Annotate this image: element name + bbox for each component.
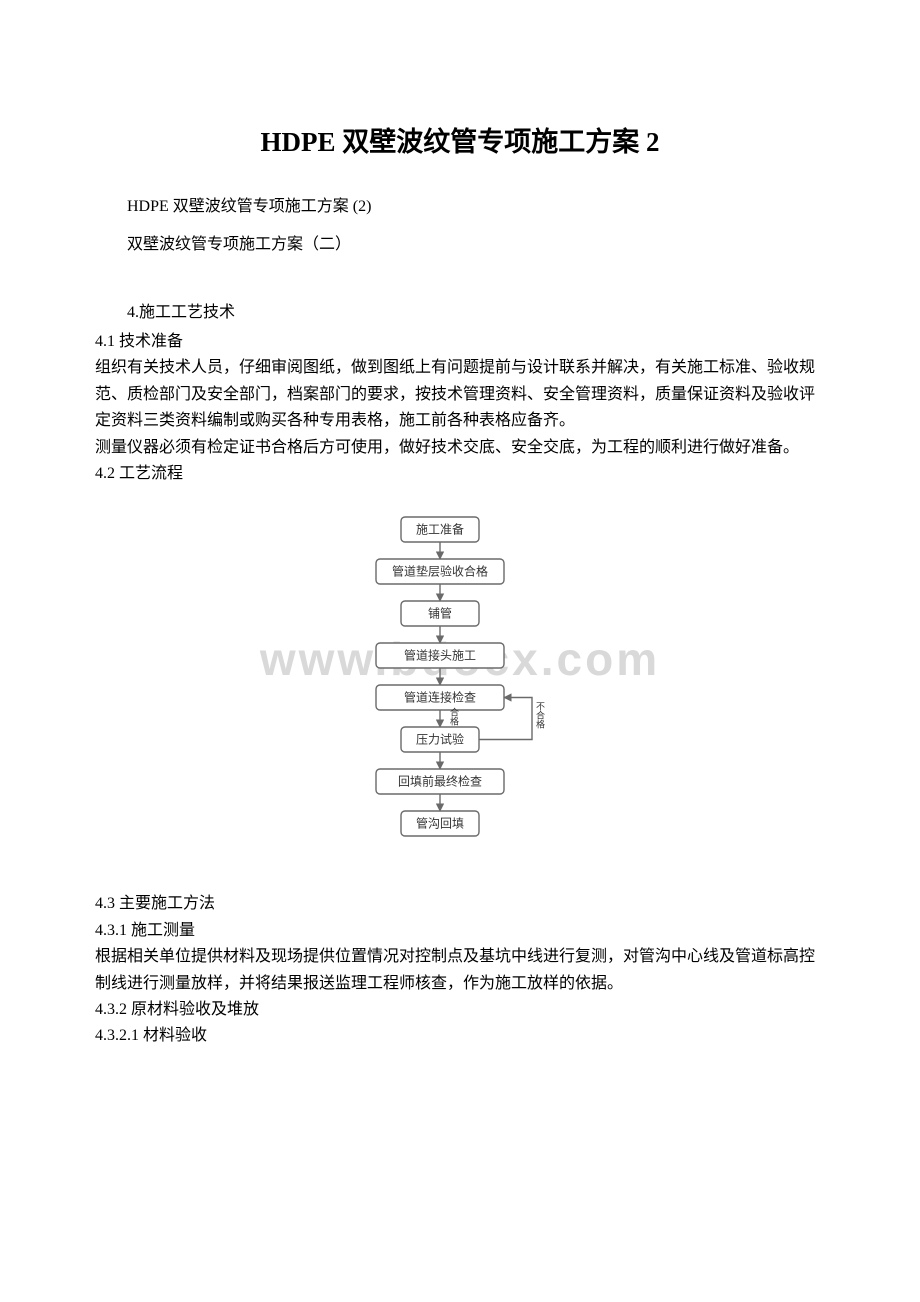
section-4-3-2-1: 4.3.2.1 材料验收: [95, 1023, 825, 1049]
svg-text:管道连接检查: 管道连接检查: [404, 690, 476, 705]
svg-text:压力试验: 压力试验: [416, 732, 464, 747]
subtitle-line-2: 双壁波纹管专项施工方案（二）: [95, 229, 825, 261]
svg-text:不合格: 不合格: [536, 702, 545, 730]
para-4-1b: 测量仪器必须有检定证书合格后方可使用，做好技术交底、安全交底，为工程的顺利进行做…: [95, 435, 825, 461]
svg-text:回填前最终检查: 回填前最终检查: [398, 774, 482, 789]
section-4-2: 4.2 工艺流程: [95, 461, 825, 487]
flowchart-container: 施工准备管道垫层验收合格铺管管道接头施工管道连接检查压力试验回填前最终检查管沟回…: [95, 511, 825, 871]
section-4: 4.施工工艺技术: [95, 297, 825, 329]
subtitle-line-1: HDPE 双壁波纹管专项施工方案 (2): [95, 191, 825, 223]
section-4-3-1: 4.3.1 施工测量: [95, 918, 825, 944]
doc-title: HDPE 双壁波纹管专项施工方案 2: [95, 120, 825, 159]
svg-text:管道垫层验收合格: 管道垫层验收合格: [392, 564, 488, 579]
svg-text:铺管: 铺管: [428, 606, 452, 621]
section-4-3: 4.3 主要施工方法: [95, 891, 825, 917]
section-4-1: 4.1 技术准备: [95, 329, 825, 355]
flowchart-diagram: 施工准备管道垫层验收合格铺管管道接头施工管道连接检查压力试验回填前最终检查管沟回…: [340, 511, 580, 871]
para-4-1a: 组织有关技术人员，仔细审阅图纸，做到图纸上有问题提前与设计联系并解决，有关施工标…: [95, 355, 825, 434]
svg-text:合格: 合格: [450, 707, 459, 727]
svg-text:管道接头施工: 管道接头施工: [404, 648, 476, 663]
section-4-3-2: 4.3.2 原材料验收及堆放: [95, 997, 825, 1023]
para-4-3-1: 根据相关单位提供材料及现场提供位置情况对控制点及基坑中线进行复测，对管沟中心线及…: [95, 944, 825, 997]
svg-text:管沟回填: 管沟回填: [416, 816, 464, 831]
svg-text:施工准备: 施工准备: [416, 523, 464, 537]
document-page: HDPE 双壁波纹管专项施工方案 2 HDPE 双壁波纹管专项施工方案 (2) …: [0, 0, 920, 1110]
